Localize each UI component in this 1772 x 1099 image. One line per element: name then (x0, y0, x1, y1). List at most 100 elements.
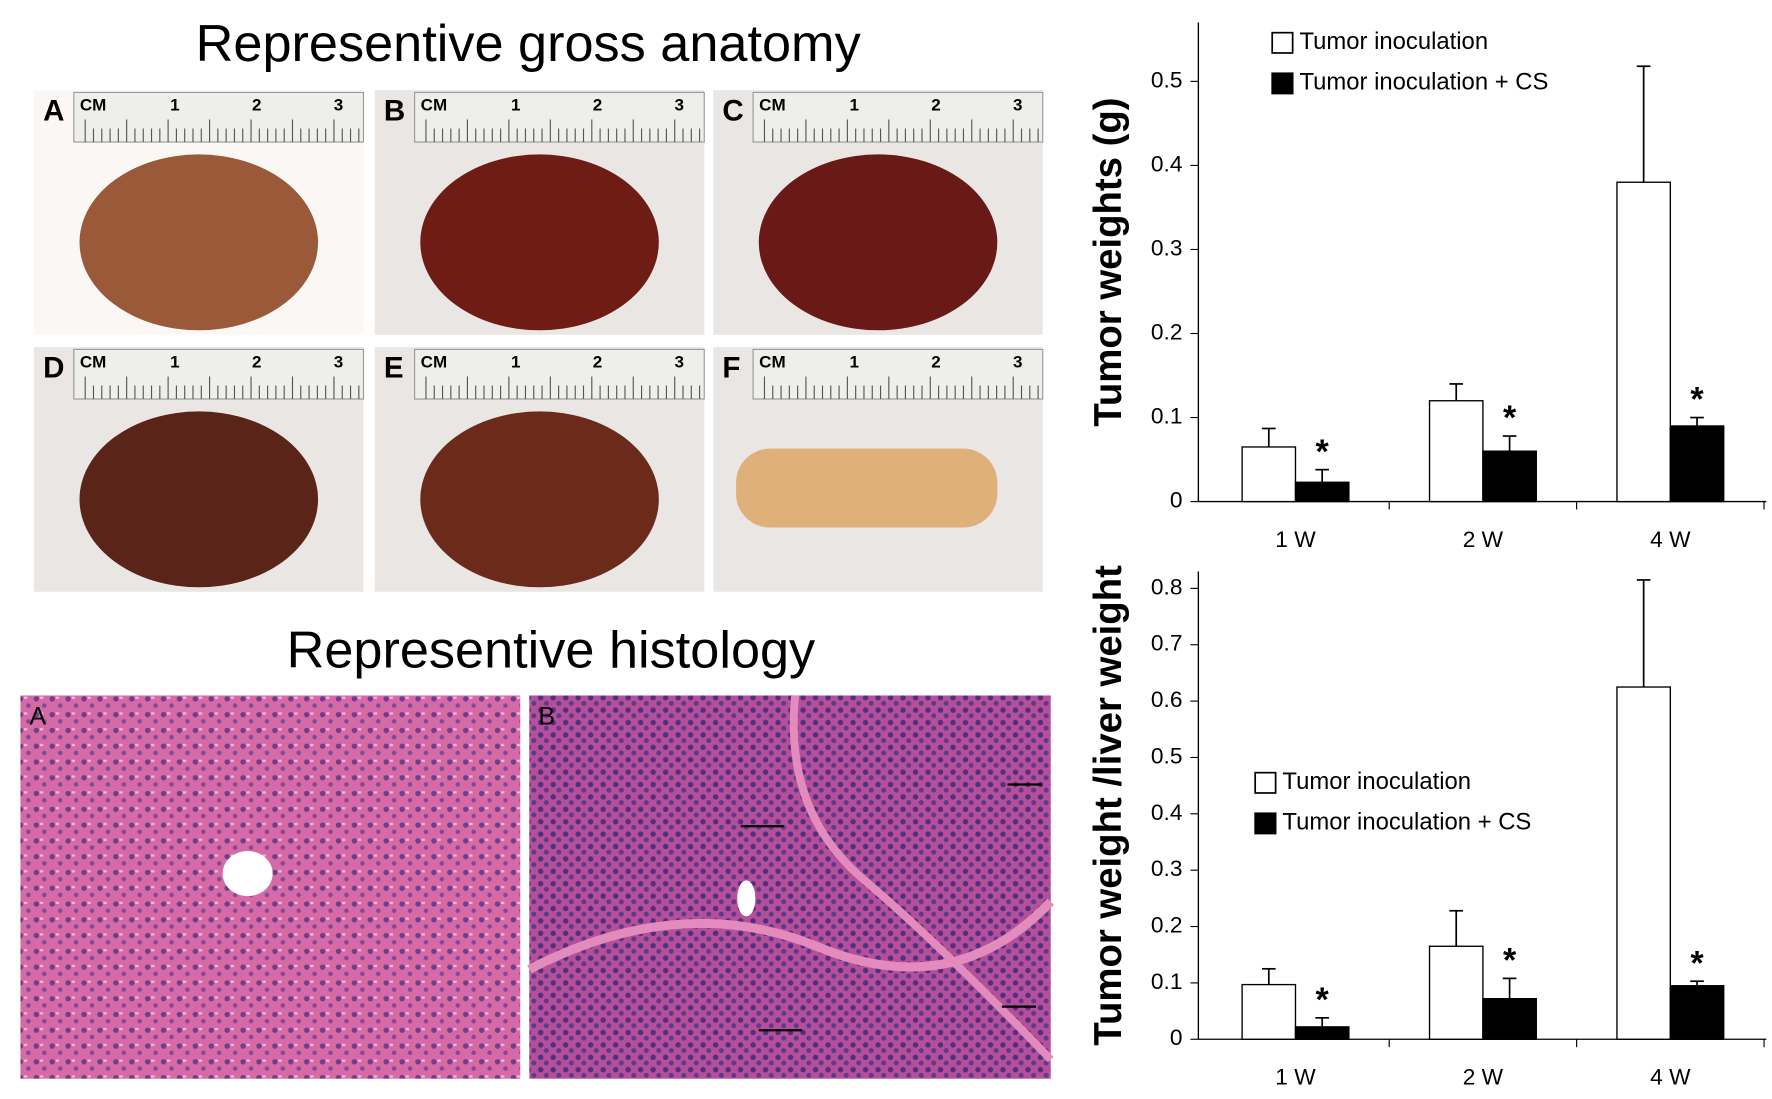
y-tick-label: 0.2 (1151, 913, 1183, 938)
y-tick-label: 0.8 (1151, 574, 1183, 599)
ruler-label: CM (421, 95, 447, 114)
y-tick-label: 0.4 (1151, 151, 1183, 176)
y-tick-label: 0.1 (1151, 404, 1183, 429)
ruler-label: 1 (849, 95, 858, 114)
vessel (222, 851, 273, 897)
panel-letter: D (43, 352, 64, 385)
x-tick-label: 4 W (1650, 1065, 1691, 1090)
significance-marker: * (1503, 942, 1517, 980)
ruler-label: 3 (334, 352, 343, 371)
significance-marker: * (1503, 399, 1517, 437)
vessel (737, 880, 756, 917)
legend-swatch (1254, 771, 1277, 794)
x-tick-label: 1 W (1275, 527, 1316, 552)
tissue (758, 154, 998, 331)
ruler-label: 2 (252, 95, 261, 114)
ruler (414, 91, 705, 143)
bar (1428, 945, 1484, 1040)
x-tick-label: 2 W (1463, 527, 1504, 552)
bar (1482, 450, 1537, 503)
section-title: Representive histology (287, 622, 816, 680)
y-axis-label: Tumor weights (g) (1087, 97, 1130, 426)
ruler-label: 3 (1013, 352, 1022, 371)
legend-swatch (1254, 812, 1277, 835)
panel-letter: B (538, 703, 555, 731)
y-tick-label: 0 (1170, 1025, 1183, 1050)
x-tick-label: 2 W (1463, 1065, 1504, 1090)
ruler-label: 1 (511, 95, 520, 114)
legend-label: Tumor inoculation + CS (1282, 809, 1531, 836)
tissue (79, 154, 319, 331)
ruler-label: CM (759, 95, 785, 114)
photo-grid: CM 1 2 3 A CM 1 2 3 B CM 1 2 3 C CM 1 2 3 D CM 1 2 3 E CM 1 2 3 F (34, 90, 1044, 592)
legend-label: Tumor inoculation + CS (1299, 69, 1548, 96)
histology-grid (20, 695, 1055, 1079)
ruler (73, 348, 365, 400)
ruler-label: CM (421, 352, 447, 371)
legend-label: Tumor inoculation (1282, 768, 1471, 795)
ruler-label: 3 (675, 352, 684, 371)
septum (789, 695, 1054, 1063)
y-tick-label: 0.5 (1151, 67, 1183, 92)
legend-swatch (1271, 72, 1294, 95)
ruler-label: 2 (931, 352, 940, 371)
bar (1294, 1026, 1350, 1040)
bar (1294, 481, 1350, 503)
y-axis-label: Tumor weight /liver weight (1087, 565, 1130, 1046)
ruler (414, 348, 705, 400)
x-tick-label: 1 W (1275, 1065, 1316, 1090)
bar (1428, 400, 1484, 503)
legend-swatch (1271, 31, 1294, 54)
y-tick-label: 0 (1170, 488, 1183, 513)
ruler-label: CM (759, 352, 785, 371)
y-tick-label: 0.6 (1151, 687, 1183, 712)
significance-marker: * (1690, 944, 1704, 982)
tissue (79, 411, 319, 588)
bar (1616, 181, 1672, 503)
ruler-label: CM (80, 352, 106, 371)
significance-marker: * (1690, 381, 1704, 419)
panel-letter: C (722, 95, 743, 128)
ruler-label: CM (80, 95, 106, 114)
arrow (740, 783, 1042, 1032)
ruler-label: 2 (593, 95, 602, 114)
ruler-label: 1 (170, 352, 179, 371)
panel-letter: A (43, 95, 64, 128)
ruler-label: 2 (593, 352, 602, 371)
ruler-label: 3 (334, 95, 343, 114)
histology-image (20, 695, 521, 1079)
y-tick-label: 0.2 (1151, 320, 1183, 345)
ruler-label: 2 (931, 95, 940, 114)
tissue (736, 448, 998, 528)
x-tick-label: 4 W (1650, 527, 1691, 552)
ruler (752, 348, 1044, 400)
y-tick-label: 0.7 (1151, 631, 1183, 656)
tissue (420, 411, 659, 588)
y-tick-label: 0.4 (1151, 800, 1183, 825)
significance-marker: * (1316, 433, 1330, 471)
significance-marker: * (1316, 981, 1330, 1019)
ruler-label: 1 (511, 352, 520, 371)
panel-letter: E (384, 352, 404, 385)
ruler-label: 1 (170, 95, 179, 114)
ruler-label: 1 (849, 352, 858, 371)
septum (527, 898, 1055, 974)
ruler-label: 3 (1013, 95, 1022, 114)
bar (1669, 985, 1725, 1040)
ruler-label: 3 (675, 95, 684, 114)
ruler-label: 2 (252, 352, 261, 371)
y-tick-label: 0.1 (1151, 969, 1183, 994)
bar (1669, 425, 1725, 503)
histology-image (529, 695, 1051, 1079)
y-tick-label: 0.5 (1151, 744, 1183, 769)
tissue (420, 154, 659, 331)
panel-letter: B (384, 95, 405, 128)
legend-label: Tumor inoculation (1299, 28, 1488, 55)
bar (1482, 998, 1537, 1040)
ruler (73, 91, 365, 143)
section-title: Representive gross anatomy (196, 15, 861, 73)
bar (1241, 983, 1297, 1040)
y-tick-label: 0.3 (1151, 856, 1183, 881)
panel-letter: F (722, 352, 740, 385)
